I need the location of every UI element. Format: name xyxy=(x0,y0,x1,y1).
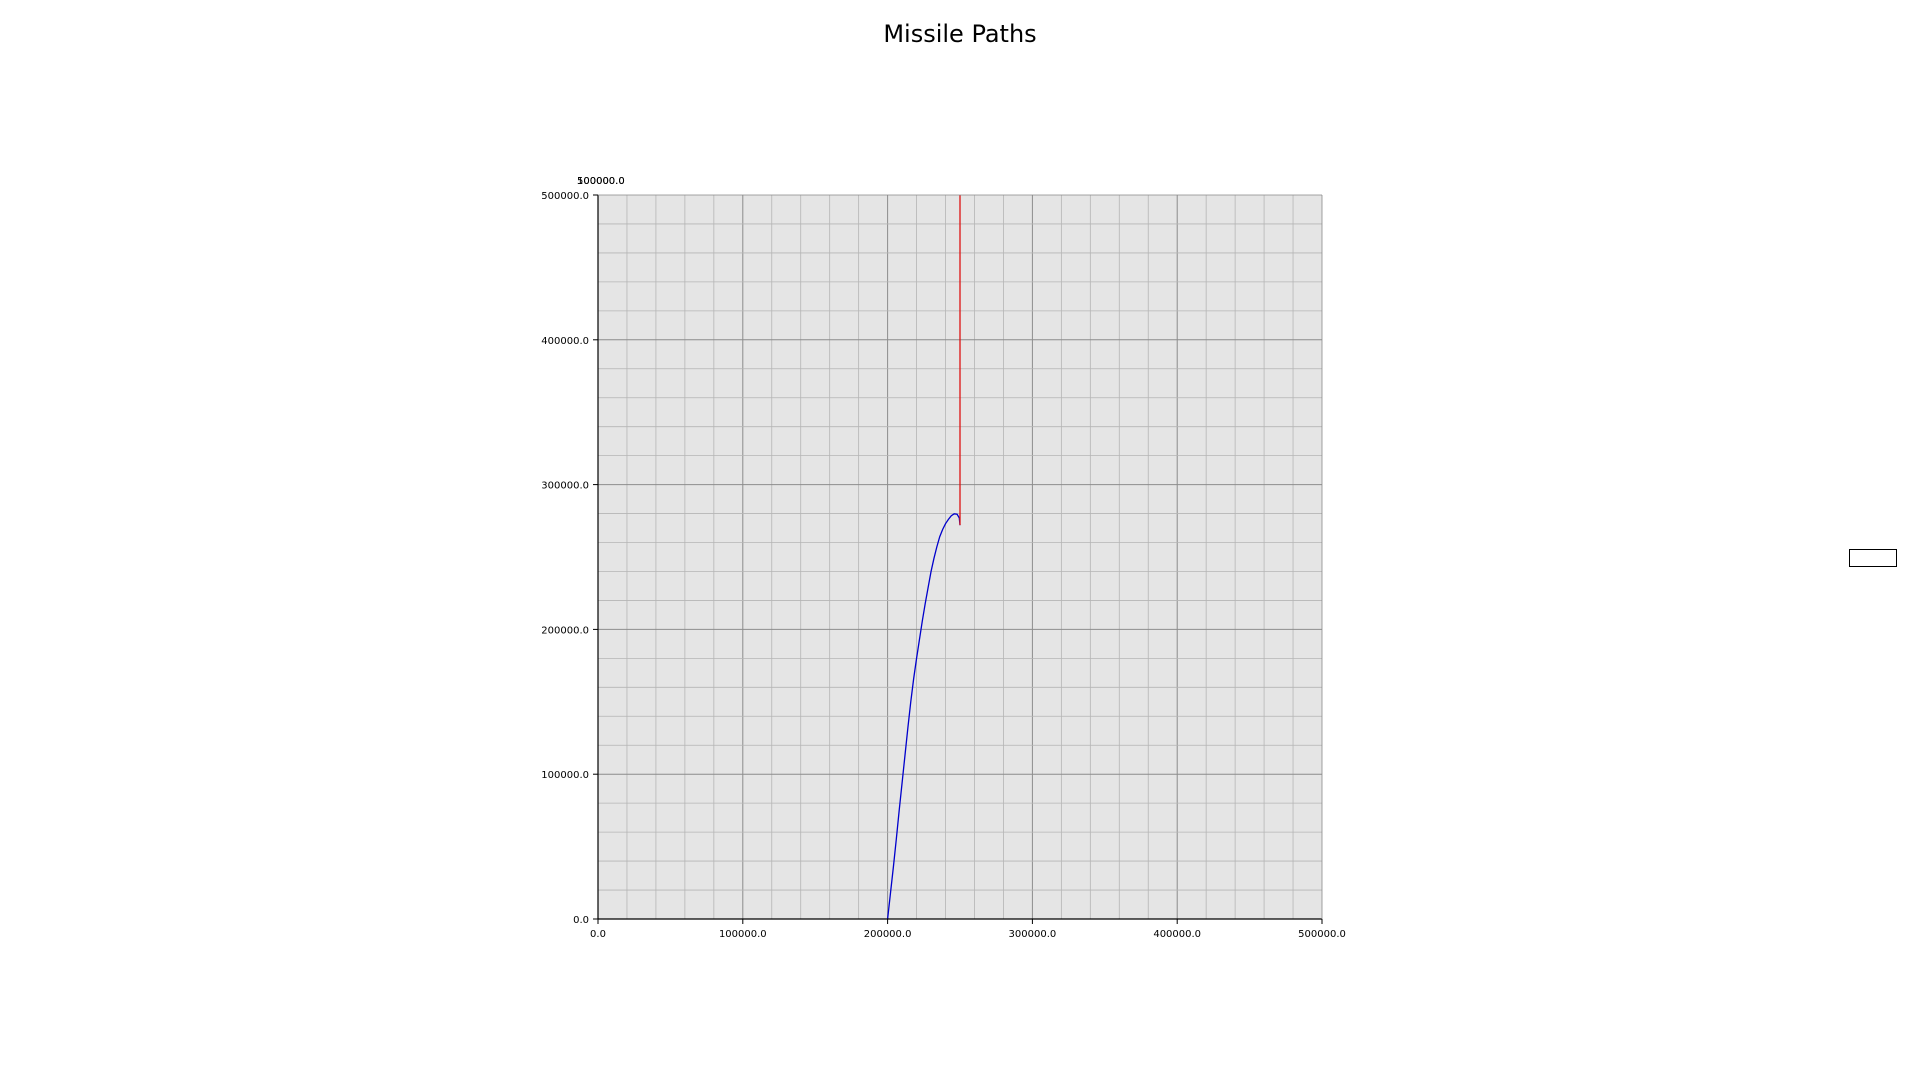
y-tick-label: 0.0 xyxy=(573,915,589,926)
legend xyxy=(1849,549,1897,567)
x-tick-label: 200000.0 xyxy=(864,929,912,940)
y-tick-label: 400000.0 xyxy=(541,336,589,347)
chart-title: Missile Paths xyxy=(883,20,1037,48)
x-tick-label: 0.0 xyxy=(590,929,606,940)
x-tick-label: 100000.0 xyxy=(719,929,767,940)
ticks: 0.0 100000.0 200000.0 300000.0 400000.0 50000… xyxy=(541,176,1346,940)
series-line-1 xyxy=(886,513,961,920)
x-tick-label: 500000.0 xyxy=(1298,929,1346,940)
top-corner-label: 500000.0 xyxy=(577,176,625,187)
y-tick-label: 200000.0 xyxy=(541,625,589,636)
y-tick-label: 300000.0 xyxy=(541,481,589,492)
series-group xyxy=(886,195,961,920)
y-tick-label: 500000.0 xyxy=(541,191,589,202)
x-tick-label: 300000.0 xyxy=(1009,929,1057,940)
x-tick-label: 400000.0 xyxy=(1153,929,1201,940)
axes xyxy=(597,194,1323,920)
top-corner-label: 100000.0 xyxy=(577,176,625,187)
y-tick-label: 100000.0 xyxy=(541,770,589,781)
grid xyxy=(598,195,1322,919)
